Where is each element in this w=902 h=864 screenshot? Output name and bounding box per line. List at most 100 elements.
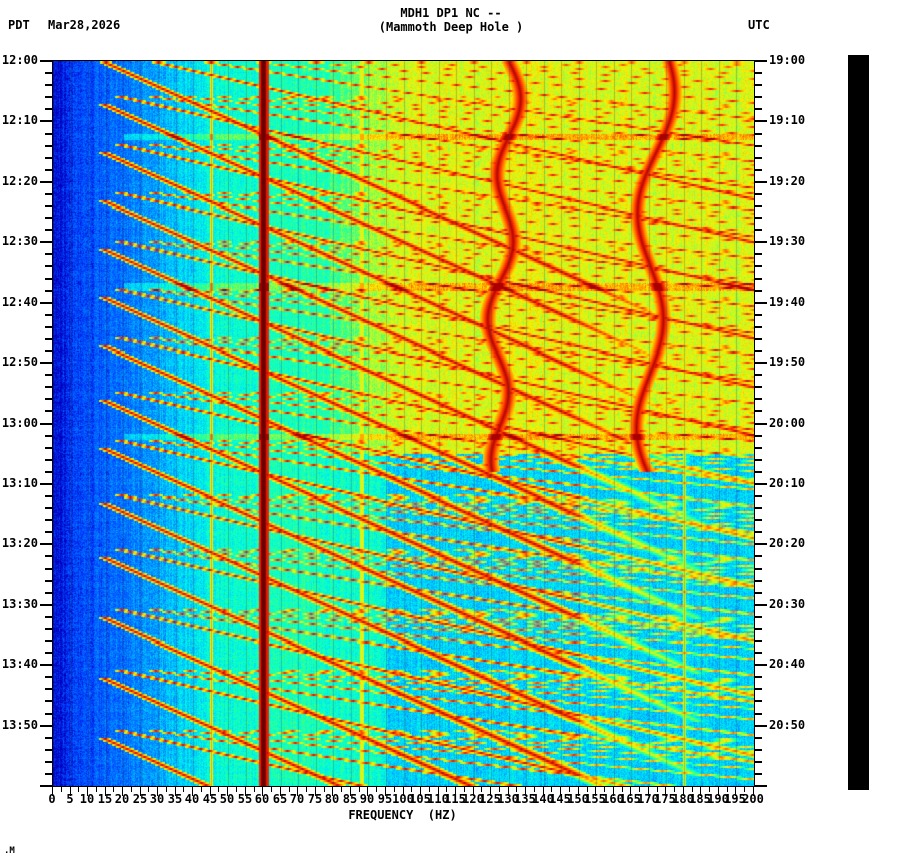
freq-label: 135 [514,792,536,806]
time-tick-minor-left [45,616,52,618]
time-tick-major-left [40,423,52,425]
time-tick-major-right [755,181,767,183]
spectrogram-plot-area[interactable] [52,60,755,787]
freq-tick-minor [674,787,675,792]
freq-tick-major [613,787,614,796]
freq-tick-minor [429,787,430,792]
time-tick-minor-right [755,350,762,352]
freq-tick-major [455,787,456,796]
corner-mark: .M [4,846,15,856]
time-tick-minor-right [755,580,762,582]
freq-tick-minor [218,787,219,792]
freq-tick-minor [446,787,447,792]
freq-label: 15 [97,792,113,806]
freq-label: 110 [427,792,449,806]
time-label-pdt: 13:40 [1,657,38,671]
freq-tick-major [700,787,701,796]
page-subtitle: (Mammoth Deep Hole ) [378,20,524,34]
time-tick-minor-left [45,507,52,509]
freq-tick-major [420,787,421,796]
freq-tick-major [560,787,561,796]
time-label-utc: 20:00 [769,416,806,430]
freq-label: 10 [79,792,95,806]
freq-tick-major [332,787,333,796]
freq-tick-minor [289,787,290,792]
time-tick-minor-left [45,265,52,267]
time-label-utc: 20:50 [769,718,806,732]
time-tick-minor-right [755,374,762,376]
freq-label: 100 [392,792,414,806]
time-tick-major-right [755,725,767,727]
freq-tick-minor [692,787,693,792]
time-tick-minor-right [755,278,762,280]
time-tick-minor-left [45,519,52,521]
time-label-pdt: 13:50 [1,718,38,732]
time-tick-minor-left [45,84,52,86]
frequency-axis-title: FREQUENCY (HZ) [348,808,457,822]
time-tick-minor-right [755,265,762,267]
freq-label: 115 [444,792,466,806]
time-tick-minor-left [45,713,52,715]
freq-tick-major [122,787,123,796]
time-label-utc: 20:10 [769,476,806,490]
time-tick-minor-left [45,555,52,557]
freq-tick-minor [534,787,535,792]
freq-tick-minor [709,787,710,792]
freq-tick-major [52,787,53,796]
time-label-pdt: 12:00 [1,53,38,67]
freq-label: 160 [602,792,624,806]
time-tick-minor-left [45,447,52,449]
time-label-utc: 19:00 [769,53,806,67]
page-title: MDH1 DP1 NC -- [400,6,502,20]
time-tick-major-left [40,181,52,183]
time-tick-minor-left [45,749,52,751]
freq-tick-minor [78,787,79,792]
time-tick-minor-left [45,374,52,376]
freq-tick-minor [657,787,658,792]
time-tick-minor-left [45,495,52,497]
freq-tick-minor [341,787,342,792]
freq-tick-major [350,787,351,796]
freq-label: 20 [114,792,130,806]
freq-tick-major [665,787,666,796]
freq-label: 195 [724,792,746,806]
freq-label: 150 [567,792,589,806]
time-tick-minor-left [45,459,52,461]
freq-tick-major [105,787,106,796]
time-label-pdt: 13:30 [1,597,38,611]
freq-tick-major [87,787,88,796]
freq-tick-minor [464,787,465,792]
time-tick-minor-left [45,761,52,763]
time-tick-minor-left [45,278,52,280]
freq-tick-major [385,787,386,796]
time-tick-minor-left [45,350,52,352]
freq-tick-major [595,787,596,796]
freq-tick-major [490,787,491,796]
freq-label: 70 [289,792,305,806]
freq-tick-major [210,787,211,796]
freq-tick-minor [376,787,377,792]
freq-tick-major [245,787,246,796]
time-tick-minor-right [755,96,762,98]
time-tick-minor-right [755,145,762,147]
time-label-pdt: 12:40 [1,295,38,309]
time-tick-minor-left [45,193,52,195]
freq-tick-major [367,787,368,796]
freq-tick-major [630,787,631,796]
freq-tick-minor [96,787,97,792]
freq-tick-major [753,787,754,796]
time-tick-minor-right [755,628,762,630]
time-tick-major-left [40,483,52,485]
time-tick-minor-left [45,229,52,231]
freq-label: 180 [672,792,694,806]
time-tick-minor-right [755,640,762,642]
time-tick-major-left [40,664,52,666]
time-label-pdt: 12:20 [1,174,38,188]
freq-tick-minor [131,787,132,792]
freq-tick-minor [113,787,114,792]
time-tick-minor-right [755,700,762,702]
freq-label: 190 [707,792,729,806]
time-label-pdt: 13:10 [1,476,38,490]
time-tick-minor-right [755,169,762,171]
time-tick-major-left [40,543,52,545]
